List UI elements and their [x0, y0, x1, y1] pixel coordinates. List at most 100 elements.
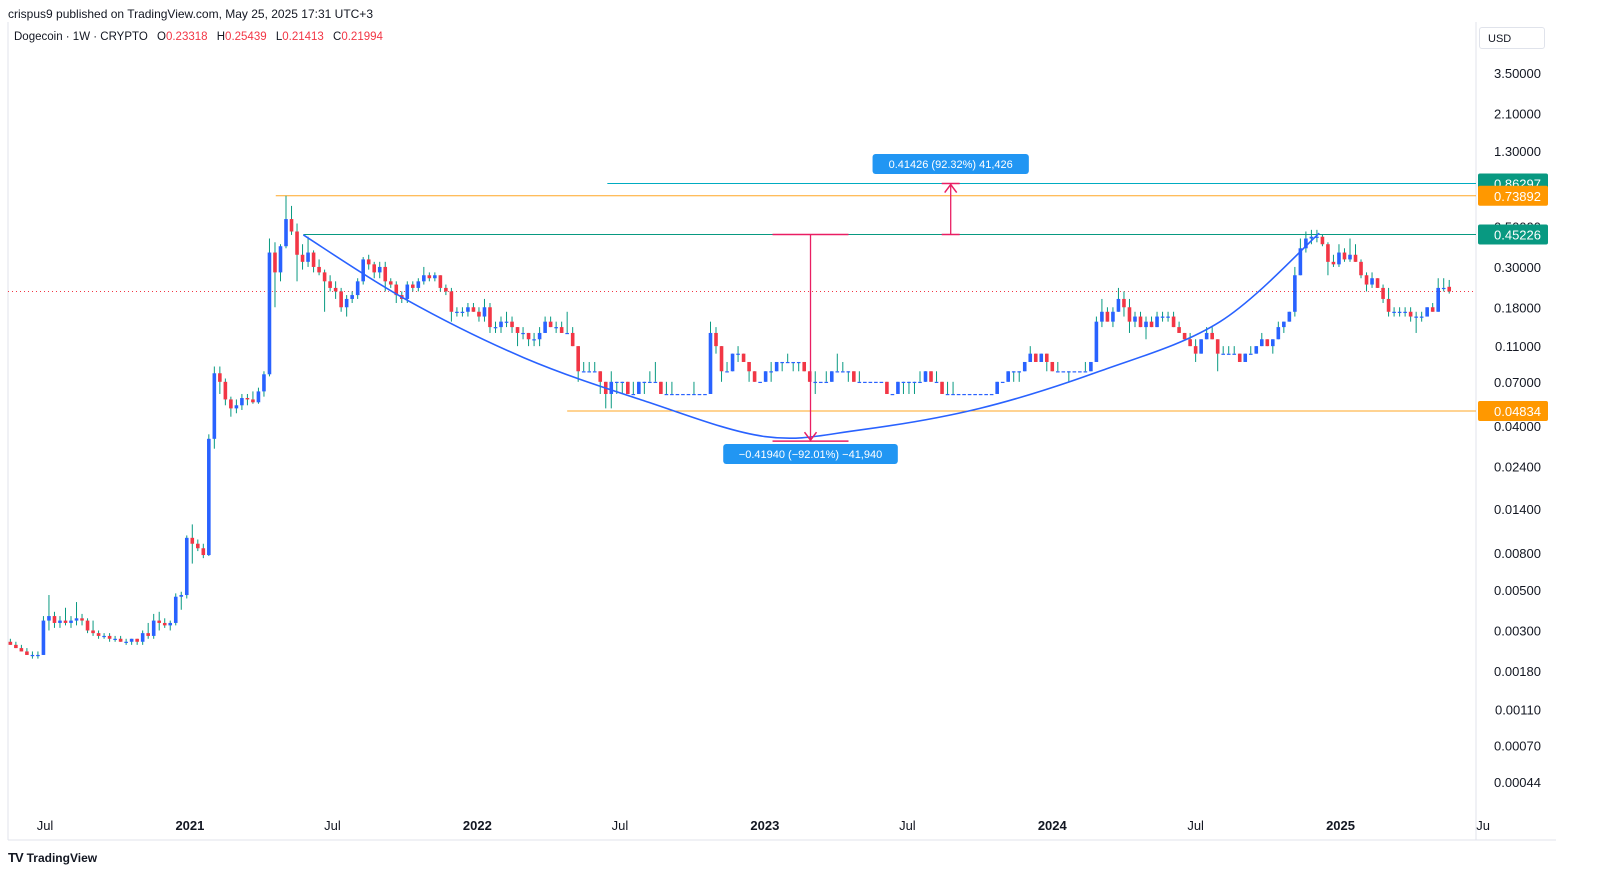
candle — [537, 327, 542, 347]
candle-body — [1304, 238, 1308, 249]
candle-body — [989, 393, 994, 396]
candle — [1111, 307, 1115, 328]
candle-body — [857, 381, 862, 384]
candle — [240, 393, 244, 410]
candle-body — [1419, 316, 1424, 318]
candle-body — [168, 622, 173, 626]
price-axis[interactable]: 3.500002.100001.300000.500000.300000.180… — [1478, 66, 1548, 790]
candle — [1138, 311, 1143, 328]
candle-body — [1221, 353, 1225, 355]
candle-body — [1000, 381, 1005, 384]
price-tick-label: 0.18000 — [1494, 300, 1541, 315]
candle — [670, 381, 674, 396]
candle-body — [1364, 275, 1369, 285]
candle-body — [190, 537, 195, 544]
candle-body — [135, 638, 139, 642]
candle-body — [598, 371, 603, 382]
candle — [774, 361, 779, 372]
candle-body — [631, 393, 636, 396]
candle-body — [129, 638, 134, 642]
candle — [962, 393, 966, 396]
candle-body — [322, 272, 327, 282]
candle — [212, 366, 217, 449]
candle-body — [1160, 316, 1165, 318]
price-marker: 0.45226 — [1478, 224, 1548, 245]
price-tick-label: 0.00180 — [1494, 664, 1541, 679]
candle — [1243, 353, 1248, 362]
candle-body — [785, 361, 790, 364]
candle — [1083, 361, 1088, 373]
candle — [333, 281, 338, 299]
candle — [278, 244, 283, 282]
candle-body — [1441, 287, 1446, 290]
candle-body — [637, 381, 641, 394]
candle — [317, 259, 321, 276]
candle — [140, 630, 145, 645]
candle-body — [1353, 254, 1358, 262]
candle-body — [802, 361, 807, 372]
candle — [344, 295, 349, 317]
candle-body — [466, 307, 470, 312]
candle — [719, 346, 724, 382]
candle-body — [1133, 316, 1137, 322]
high-label: H — [216, 31, 226, 43]
candle — [1337, 244, 1341, 267]
candle — [1017, 371, 1022, 382]
candle-body — [41, 620, 46, 655]
candle-body — [614, 381, 619, 384]
candle-body — [1425, 307, 1429, 317]
candle — [978, 393, 983, 396]
candle-body — [719, 346, 724, 372]
candle-body — [1243, 353, 1248, 362]
candle-body — [1122, 298, 1126, 308]
candle-body — [179, 595, 184, 597]
candle — [1061, 371, 1066, 373]
candle-body — [471, 307, 476, 312]
candle-body — [173, 596, 178, 623]
candle-body — [499, 321, 503, 328]
candle — [802, 361, 807, 372]
candle-body — [256, 391, 261, 403]
candle — [162, 618, 167, 628]
time-tick-label: Jul — [1187, 818, 1204, 833]
candle — [1293, 266, 1297, 317]
candle — [796, 361, 801, 372]
candle-body — [1089, 361, 1093, 372]
candle — [1215, 339, 1220, 372]
candle — [124, 638, 128, 645]
candle — [1166, 311, 1170, 322]
time-tick-label: Ju — [1476, 818, 1490, 833]
candle — [411, 281, 415, 292]
candle — [929, 371, 933, 382]
candle — [1326, 242, 1330, 276]
candle-body — [626, 381, 630, 394]
candle-body — [648, 381, 652, 384]
candle — [25, 648, 29, 655]
candle — [1144, 316, 1148, 340]
candle-body — [1271, 339, 1275, 347]
candle — [300, 244, 305, 270]
candle-body — [482, 307, 487, 317]
candle-body — [218, 373, 222, 382]
candle-body — [868, 381, 873, 384]
candle-body — [151, 620, 156, 636]
candle — [229, 396, 233, 417]
price-tick-label: 0.00800 — [1494, 546, 1541, 561]
currency-button[interactable]: USD — [1479, 27, 1545, 49]
candle — [284, 195, 288, 249]
candle-body — [1193, 346, 1198, 354]
candle-body — [1028, 353, 1033, 362]
horizontal-levels — [8, 183, 1476, 412]
time-axis[interactable]: Jul 2021 Jul 2022 Jul 2023 Jul 2024 Jul 2025 Ju — [37, 818, 1490, 833]
candle-body — [504, 321, 509, 323]
symbol-label[interactable]: Dogecoin · 1W · CRYPTO — [14, 31, 148, 43]
candle-body — [686, 393, 691, 396]
candle — [482, 298, 487, 322]
candle — [322, 269, 327, 312]
candle-body — [664, 393, 669, 396]
candle — [433, 272, 437, 282]
candle-body — [1337, 252, 1341, 265]
candle-body — [58, 620, 62, 623]
tradingview-brand[interactable]: TV TradingView — [8, 850, 97, 865]
